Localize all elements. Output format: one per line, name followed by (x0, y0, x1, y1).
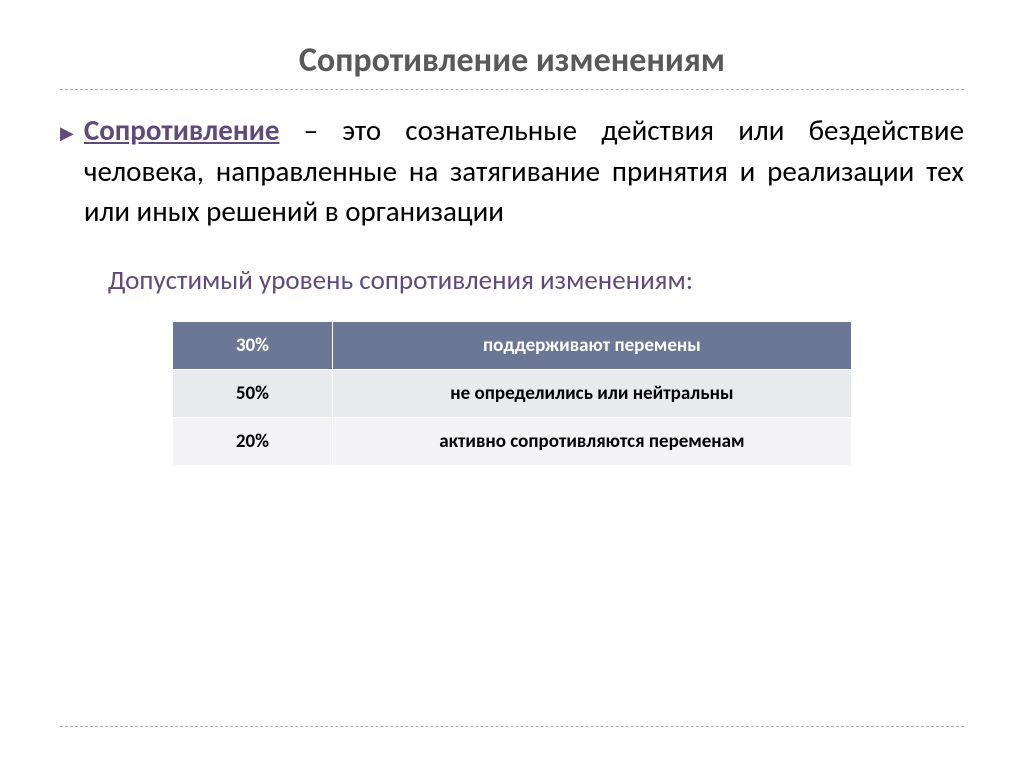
table-percent-cell: 50% (173, 369, 333, 417)
divider-bottom (60, 726, 964, 727)
slide-title: Сопротивление изменениям (60, 40, 964, 81)
table-label-cell: активно сопротивляются переменам (332, 417, 851, 465)
definition-text: Сопротивление – это сознательные действи… (84, 110, 964, 232)
table-row: 30% поддерживают перемены (173, 321, 852, 369)
table-percent-cell: 30% (173, 321, 333, 369)
table-label-cell: не определились или нейтральны (332, 369, 851, 417)
resistance-table: 30% поддерживают перемены 50% не определ… (172, 321, 852, 466)
definition-block: ▶ Сопротивление – это сознательные дейст… (60, 110, 964, 232)
table-container: 30% поддерживают перемены 50% не определ… (60, 321, 964, 466)
definition-term: Сопротивление (84, 112, 280, 148)
table-row: 50% не определились или нейтральны (173, 369, 852, 417)
table-label-cell: поддерживают перемены (332, 321, 851, 369)
divider-top (60, 89, 964, 90)
subtitle-text: Допустимый уровень сопротивления изменен… (108, 264, 964, 297)
table-row: 20% активно сопротивляются переменам (173, 417, 852, 465)
table-percent-cell: 20% (173, 417, 333, 465)
bullet-icon: ▶ (60, 122, 74, 144)
